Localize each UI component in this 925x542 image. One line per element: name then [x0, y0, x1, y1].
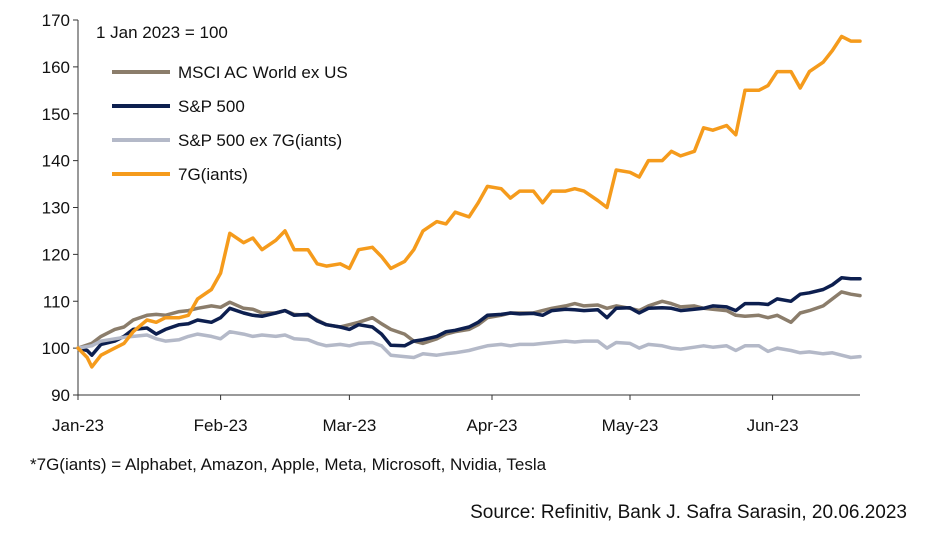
legend-label: MSCI AC World ex US: [178, 63, 348, 82]
y-tick-label: 150: [42, 105, 70, 124]
series-line-0: [76, 290, 862, 350]
y-tick-label: 130: [42, 199, 70, 218]
footnote: *7G(iants) = Alphabet, Amazon, Apple, Me…: [30, 455, 547, 474]
y-tick-label: 90: [51, 386, 70, 405]
series-line-1: [76, 276, 862, 357]
series-lines: [76, 34, 862, 369]
series-line-2: [76, 329, 862, 360]
chart-subtitle: 1 Jan 2023 = 100: [96, 23, 228, 42]
legend-label: S&P 500: [178, 97, 245, 116]
x-tick-label: Jan-23: [52, 416, 104, 435]
legend-label: 7G(iants): [178, 165, 248, 184]
y-tick-label: 120: [42, 245, 70, 264]
y-tick-label: 110: [43, 292, 70, 311]
axes: 90 100 110 120 130 140 150 160 170 Jan-23 Feb-23 Ma…: [42, 11, 860, 435]
line-chart: 90 100 110 120 130 140 150 160 170 Jan-23 Feb-23 Ma…: [42, 11, 862, 435]
x-tick-label: Mar-23: [322, 416, 376, 435]
y-tick-label: 170: [42, 11, 70, 30]
x-tick-label: Jun-23: [747, 416, 799, 435]
legend: 1 Jan 2023 = 100 MSCI AC World ex US S&P …: [96, 23, 348, 184]
source-note: Source: Refinitiv, Bank J. Safra Sarasin…: [470, 502, 907, 523]
y-tick-label: 160: [42, 58, 70, 77]
legend-label: S&P 500 ex 7G(iants): [178, 131, 342, 150]
x-tick-label: Feb-23: [194, 416, 248, 435]
y-tick-label: 140: [42, 152, 70, 171]
series-line-3: [76, 34, 862, 369]
x-tick-label: May-23: [602, 416, 659, 435]
y-tick-label: 100: [42, 339, 70, 358]
x-tick-label: Apr-23: [466, 416, 517, 435]
